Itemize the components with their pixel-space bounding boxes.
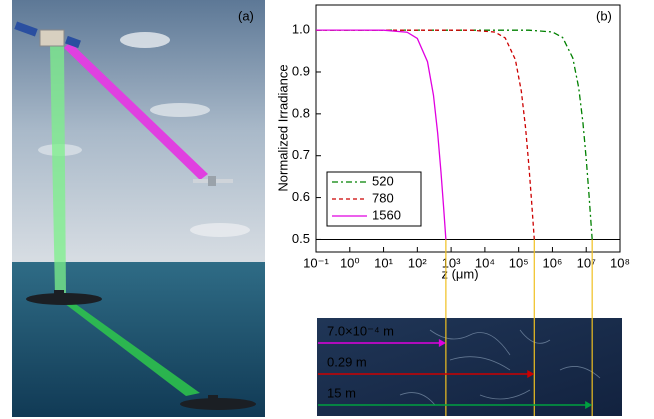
y-tick-label: 0.5: [292, 231, 310, 246]
y-axis-label: Normalized Irradiance: [275, 64, 290, 191]
illustration: (a): [12, 0, 265, 417]
plot-frame: [315, 4, 621, 253]
x-tick-label: 10³: [442, 255, 461, 270]
x-tick-label: 10²: [408, 255, 427, 270]
y-tick-label: 0.8: [292, 105, 310, 120]
x-tick-label: 10⁻¹: [303, 255, 329, 270]
range-label: 15 m: [327, 385, 356, 400]
range-label: 7.0×10⁻⁴ m: [327, 323, 394, 338]
series-line: [315, 29, 593, 240]
x-tick-label: 10⁴: [475, 255, 495, 270]
wave-texture: [399, 329, 601, 406]
x-tick-label: 10¹: [374, 255, 393, 270]
x-tick-label: 10⁶: [543, 255, 563, 270]
x-tick-label: 10⁰: [340, 255, 360, 270]
range-label: 0.29 m: [327, 354, 367, 369]
x-tick-label: 10⁵: [509, 255, 529, 270]
x-tick-label: 10⁷: [577, 255, 596, 270]
arrow-head: [527, 370, 535, 378]
legend-label: 1560: [372, 207, 401, 222]
legend-label: 520: [372, 173, 394, 188]
y-tick-label: 0.6: [292, 189, 310, 204]
series-line: [315, 29, 535, 240]
y-tick-label: 0.7: [292, 147, 310, 162]
y-tick-label: 0.9: [292, 63, 310, 78]
arrow-head: [585, 401, 593, 409]
x-tick-label: 10⁸: [610, 255, 630, 270]
panel-label: (b): [596, 8, 612, 23]
y-tick-label: 1.0: [292, 22, 310, 37]
x-axis-label: z (μm): [441, 266, 478, 281]
legend-label: 780: [372, 190, 394, 205]
arrow-head: [438, 339, 446, 347]
series-line: [316, 29, 447, 240]
panel-label: (a): [238, 8, 254, 23]
